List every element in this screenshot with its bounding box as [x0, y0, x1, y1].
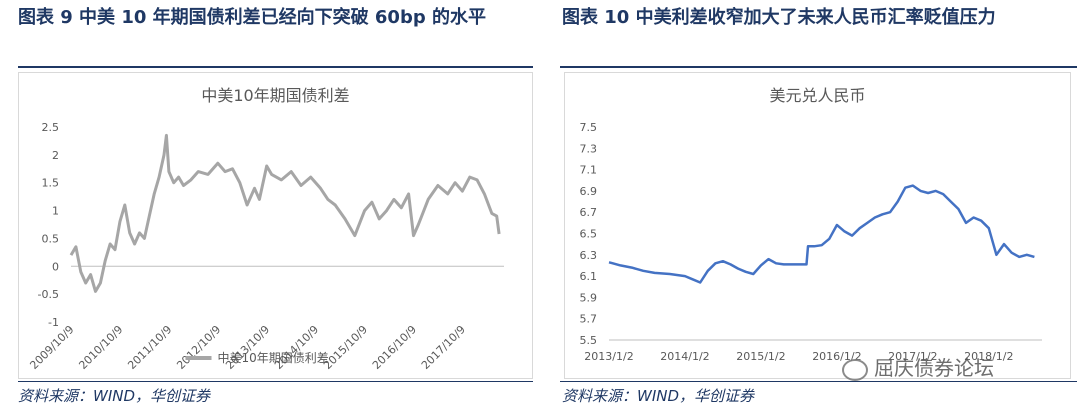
right-source: 资料来源：WIND，华创证券 — [562, 387, 755, 405]
chart-title: 美元兑人民币 — [769, 86, 865, 105]
y-tick-label: 6.3 — [580, 249, 598, 262]
x-tick-label: 2009/10/9 — [27, 323, 76, 372]
chart-title: 中美10年期国债利差 — [201, 86, 349, 105]
y-tick-label: 6.7 — [580, 206, 598, 219]
x-tick-label: 2014/1/2 — [660, 350, 709, 363]
y-tick-label: 2.5 — [42, 121, 60, 134]
right-figure: 图表 10 中美利差收窄加大了未来人民币汇率贬值压力 美元兑人民币 7.5 7.3 7… — [560, 0, 1077, 412]
y-tick-label: 5.9 — [580, 291, 598, 304]
wechat-icon — [842, 358, 868, 381]
left-figure-title: 图表 9 中美 10 年期国债利差已经向下突破 60bp 的水平 — [18, 7, 486, 28]
usdcny-chart: 美元兑人民币 7.5 7.3 7.1 6.9 6.7 6.5 6.3 6.1 5.9 5.7 5.5 2… — [580, 86, 1042, 363]
left-title-rule — [18, 66, 533, 68]
x-tick-label: 2018/1/2 — [964, 350, 1013, 363]
left-source: 资料来源：WIND，华创证券 — [18, 387, 211, 405]
y-tick-label: 6.9 — [580, 185, 598, 198]
right-source-rule — [560, 381, 1077, 382]
y-tick-label: 7.5 — [580, 121, 598, 134]
y-tick-label: 7.3 — [580, 142, 598, 155]
watermark-text: 屈庆债券论坛 — [874, 356, 994, 380]
x-tick-label: 2011/10/9 — [125, 323, 174, 372]
y-tick-label: 5.7 — [580, 313, 598, 326]
right-title-rule — [560, 66, 1077, 68]
y-tick-label: 1 — [52, 205, 59, 218]
right-figure-title: 图表 10 中美利差收窄加大了未来人民币汇率贬值压力 — [562, 7, 996, 28]
y-tick-label: 6.5 — [580, 228, 598, 241]
x-tick-label: 2010/10/9 — [76, 323, 125, 372]
x-tick-label: 2016/10/9 — [370, 323, 419, 372]
y-tick-label: 5.5 — [580, 334, 598, 347]
left-source-rule — [18, 381, 533, 382]
y-tick-label: 7.1 — [580, 164, 598, 177]
x-tick-label: 2013/1/2 — [584, 350, 633, 363]
x-tick-label: 2017/1/2 — [888, 350, 937, 363]
series-line — [69, 133, 501, 293]
left-chart-frame: 中美10年期国债利差 2.5 2 1.5 1 0.5 0 -0.5 -1 2009/10/9 201… — [18, 72, 533, 379]
y-tick-label: -0.5 — [38, 288, 59, 301]
y-tick-label: -1 — [48, 316, 59, 329]
y-tick-label: 2 — [52, 149, 59, 162]
left-figure: 图表 9 中美 10 年期国债利差已经向下突破 60bp 的水平 中美10年期国… — [0, 0, 535, 412]
right-chart-frame: 美元兑人民币 7.5 7.3 7.1 6.9 6.7 6.5 6.3 6.1 5.9 5.7 5.5 2… — [564, 72, 1071, 379]
y-tick-label: 1.5 — [42, 177, 60, 190]
y-tick-label: 6.1 — [580, 270, 598, 283]
watermark: 屈庆债券论坛 — [842, 352, 994, 381]
y-tick-label: 0.5 — [42, 232, 60, 245]
legend-label: 中美10年期国债利差 — [218, 350, 329, 365]
x-tick-label: 2017/10/9 — [419, 323, 468, 372]
x-tick-label: 2015/1/2 — [736, 350, 785, 363]
x-tick-label: 2012/10/9 — [174, 323, 223, 372]
series-line — [608, 184, 1035, 284]
y-tick-label: 0 — [52, 260, 59, 273]
